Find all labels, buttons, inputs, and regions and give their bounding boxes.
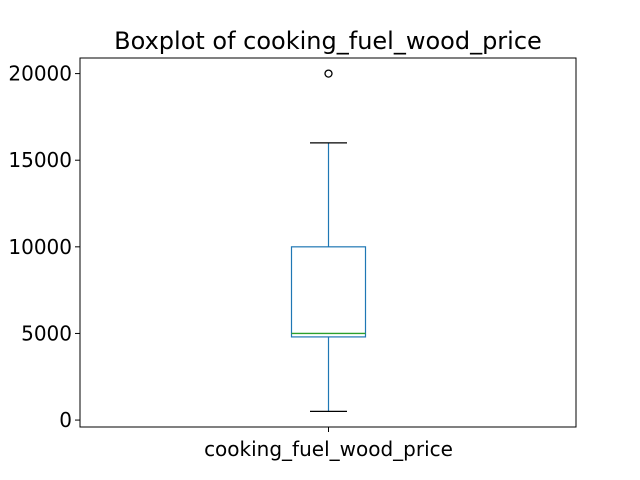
y-tick-label: 20000 (8, 62, 72, 86)
y-axis: 0 5000 10000 15000 20000 (8, 62, 80, 432)
y-tick-label: 0 (59, 408, 72, 432)
boxplot-series (290, 69, 367, 413)
y-tick-label: 5000 (21, 321, 72, 345)
box-iqr (290, 246, 367, 338)
y-tick-label: 15000 (8, 148, 72, 172)
y-tick-label: 10000 (8, 235, 72, 259)
x-axis: cooking_fuel_wood_price (204, 427, 453, 461)
x-tick-label: cooking_fuel_wood_price (204, 437, 453, 461)
chart-title: Boxplot of cooking_fuel_wood_price (114, 27, 542, 55)
outlier-point (324, 69, 333, 78)
